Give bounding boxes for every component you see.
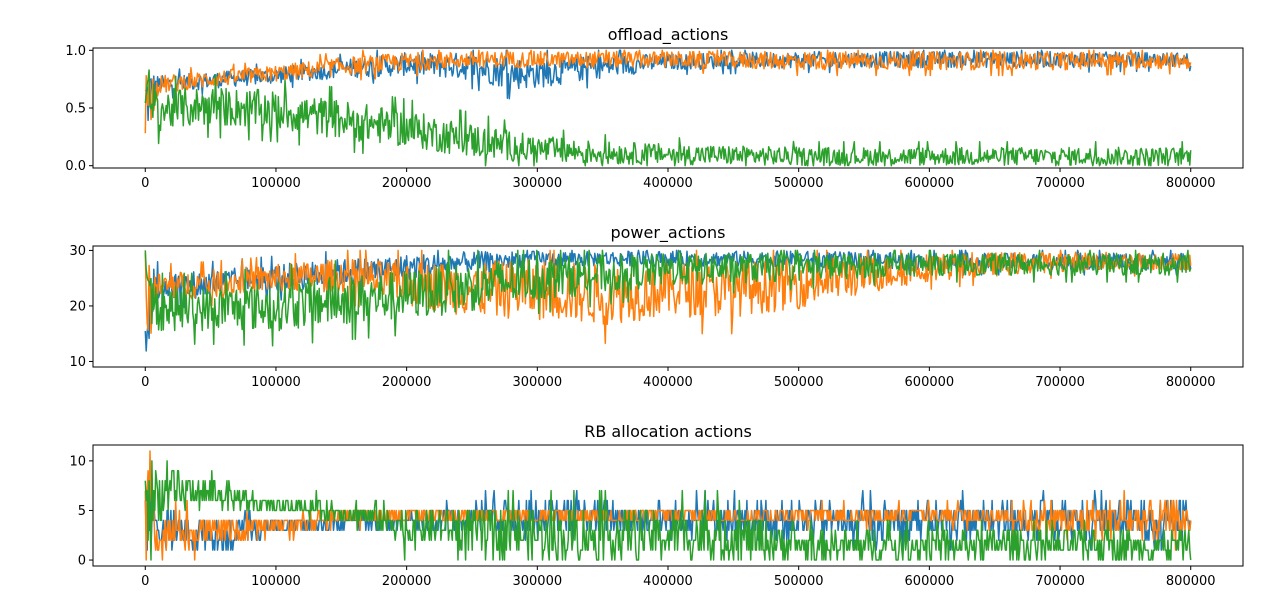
x-tick-label: 300000 xyxy=(512,176,562,191)
x-tick-label: 800000 xyxy=(1166,176,1216,191)
x-tick-label: 0 xyxy=(141,176,149,191)
series-line-2 xyxy=(144,450,1192,561)
x-tick-label: 200000 xyxy=(382,375,432,390)
x-tick-label: 0 xyxy=(141,375,149,390)
x-tick-label: 300000 xyxy=(512,375,562,390)
x-tick-label: 500000 xyxy=(774,375,824,390)
x-tick-label: 600000 xyxy=(905,176,955,191)
x-tick-label: 700000 xyxy=(1035,176,1085,191)
chart-title: RB allocation actions xyxy=(584,422,752,441)
x-tick-label: 400000 xyxy=(643,176,693,191)
y-tick-label: 10 xyxy=(69,355,86,370)
x-tick-label: 400000 xyxy=(643,574,693,589)
y-tick-label: 10 xyxy=(69,454,86,469)
y-tick-label: 20 xyxy=(69,299,86,314)
y-tick-label: 0.0 xyxy=(65,159,86,174)
x-tick-label: 100000 xyxy=(251,375,301,390)
x-tick-label: 500000 xyxy=(774,574,824,589)
x-tick-label: 0 xyxy=(141,574,149,589)
series-line-1 xyxy=(144,49,1192,122)
y-tick-label: 0.5 xyxy=(65,102,86,117)
y-tick-label: 1.0 xyxy=(65,44,86,59)
plot-area xyxy=(144,249,1192,352)
subplot-1: 0 100000 200000 300000 400000 500000 600000 700… xyxy=(65,25,1244,191)
plot-area xyxy=(144,450,1192,561)
x-tick-label: 200000 xyxy=(382,574,432,589)
x-tick-label: 400000 xyxy=(643,375,693,390)
series-line-3 xyxy=(144,460,1192,561)
x-tick-label: 600000 xyxy=(905,375,955,390)
x-tick-label: 800000 xyxy=(1166,574,1216,589)
chart-title: power_actions xyxy=(610,223,725,243)
y-tick-label: 30 xyxy=(69,244,86,259)
series-line-3 xyxy=(144,249,1192,347)
x-tick-label: 700000 xyxy=(1035,375,1085,390)
x-tick-label: 300000 xyxy=(512,574,562,589)
x-tick-label: 500000 xyxy=(774,176,824,191)
y-tick-label: 5 xyxy=(78,504,86,519)
x-tick-label: 200000 xyxy=(382,176,432,191)
y-tick-label: 0 xyxy=(78,554,86,569)
x-tick-label: 700000 xyxy=(1035,574,1085,589)
subplot-2: 0 100000 200000 300000 400000 500000 600000 700… xyxy=(69,223,1244,390)
x-tick-label: 100000 xyxy=(251,176,301,191)
chart-title: offload_actions xyxy=(608,25,729,45)
series-line-2 xyxy=(144,49,1192,134)
plot-area xyxy=(144,49,1192,167)
x-tick-label: 600000 xyxy=(905,574,955,589)
series-line-3 xyxy=(144,69,1192,167)
series-line-1 xyxy=(144,249,1192,352)
x-tick-label: 100000 xyxy=(251,574,301,589)
x-tick-label: 800000 xyxy=(1166,375,1216,390)
subplot-3: 0 100000 200000 300000 400000 500000 600000 700… xyxy=(69,422,1244,589)
